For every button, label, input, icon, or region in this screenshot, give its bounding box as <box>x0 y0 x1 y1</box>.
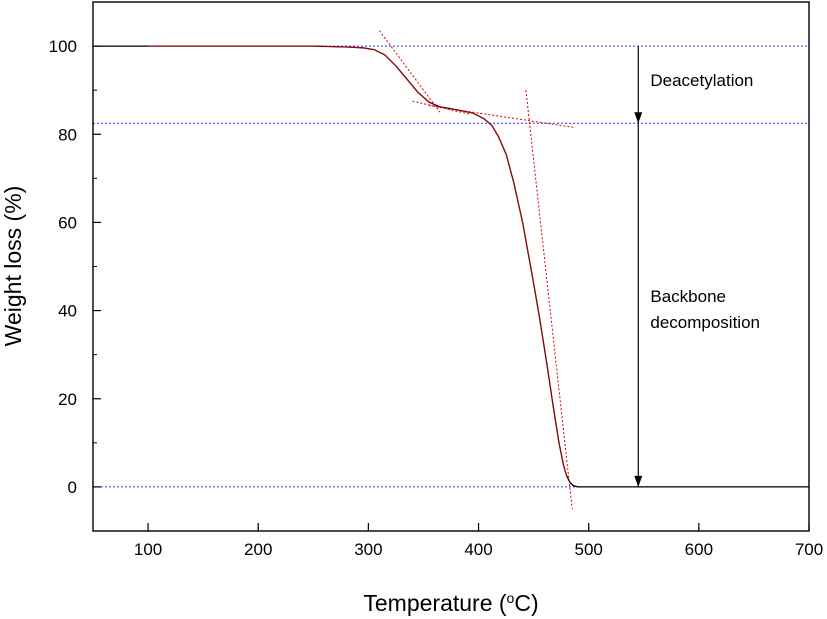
y-tick-label: 40 <box>58 302 77 321</box>
y-tick-label: 100 <box>49 37 77 56</box>
x-tick-label: 500 <box>575 540 603 559</box>
arrow-head-bottom <box>634 475 643 487</box>
y-tick-label: 0 <box>68 478 77 497</box>
weight-loss-curve <box>93 45 809 488</box>
tangent-line-3 <box>525 90 573 510</box>
y-axis-title: Weight loss (%) <box>0 186 26 347</box>
x-tick-label: 200 <box>244 540 272 559</box>
x-tick-label: 300 <box>354 540 382 559</box>
y-tick-label: 60 <box>58 213 77 232</box>
reference-lines <box>93 45 809 488</box>
x-axis-title: Temperature (oC) <box>363 590 538 616</box>
arrow-head-mid <box>634 112 643 124</box>
tangent-lines <box>378 30 576 510</box>
tangent-line-0 <box>378 30 441 113</box>
x-tick-label: 600 <box>685 540 713 559</box>
axis-ticks <box>93 1 810 532</box>
annotation-1: Backbone decomposition <box>650 287 760 332</box>
x-tick-label: 400 <box>464 540 492 559</box>
annotations: Deacetylation Backbone decomposition <box>650 71 760 332</box>
weight-loss-arrow <box>634 46 643 487</box>
annotation-0: Deacetylation <box>650 71 753 90</box>
series-group <box>93 45 809 488</box>
y-tick-label: 80 <box>58 125 77 144</box>
tick-labels: 100 200 300 400 500 600 700 0 20 40 60 80 100 <box>49 37 824 559</box>
y-tick-label: 20 <box>58 390 77 409</box>
fit-trace <box>148 45 568 477</box>
x-tick-label: 100 <box>134 540 162 559</box>
x-tick-label: 700 <box>795 540 823 559</box>
